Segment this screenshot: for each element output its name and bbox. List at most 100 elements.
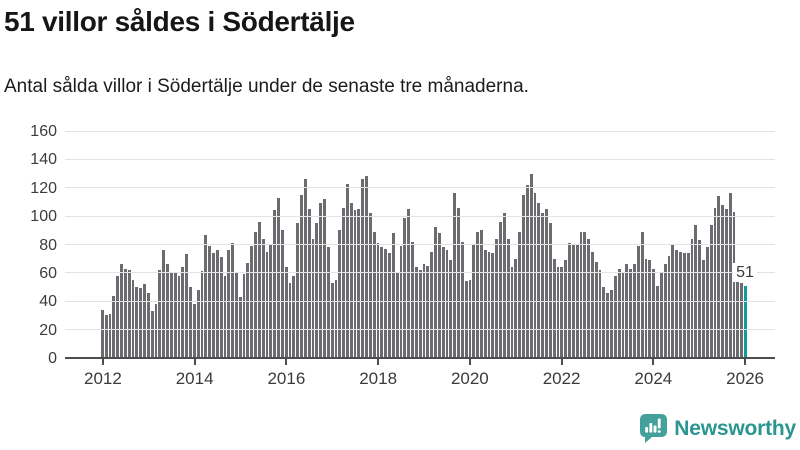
x-axis-label: 2016: [267, 369, 306, 388]
bar: [391, 233, 395, 358]
bar: [238, 297, 242, 358]
bar: [346, 183, 349, 358]
bar: [579, 231, 583, 358]
x-axis-tick: [744, 359, 747, 365]
bar: [694, 224, 698, 358]
bar: [541, 213, 545, 358]
bar: [491, 253, 495, 358]
bar: [215, 250, 219, 358]
y-axis-label: 0: [48, 350, 57, 367]
bar: [162, 250, 166, 358]
bar: [610, 289, 613, 358]
bar: [112, 295, 116, 358]
y-axis-label: 20: [39, 321, 57, 339]
bar: [277, 197, 280, 358]
bar: [120, 264, 123, 358]
bar: [548, 223, 552, 358]
bar: [368, 213, 372, 358]
bar: [644, 258, 648, 358]
gridline: [65, 272, 775, 274]
bar: [181, 267, 185, 358]
bar: [315, 223, 319, 358]
bar: [330, 282, 334, 358]
bar: [690, 238, 694, 358]
bar: [250, 245, 254, 358]
bar: [376, 243, 380, 358]
x-axis-label: 2026: [726, 369, 764, 388]
bar: [617, 268, 621, 358]
bar: [476, 231, 479, 358]
bar: [261, 238, 265, 358]
bar: [307, 209, 311, 358]
newsworthy-logo-text: Newsworthy: [674, 416, 796, 440]
x-axis-tick: [285, 359, 288, 365]
bar: [457, 207, 460, 358]
bar: [483, 250, 487, 358]
bar: [659, 272, 663, 358]
bar: [552, 258, 556, 358]
x-axis-tick: [652, 359, 655, 365]
x-axis-tick: [377, 359, 380, 365]
gridline: [65, 130, 775, 132]
bar: [380, 247, 384, 358]
last-value-label: 51: [733, 262, 757, 283]
x-axis-tick: [193, 359, 196, 365]
bar: [185, 254, 189, 358]
bar: [254, 231, 257, 358]
bars-container: [101, 131, 747, 358]
x-axis-label: 2020: [450, 369, 489, 388]
bar: [200, 271, 204, 358]
bar: [422, 264, 426, 358]
bar: [166, 264, 169, 358]
bar: [384, 248, 388, 358]
bar: [686, 253, 690, 358]
gridline: [65, 158, 775, 160]
bar: [460, 241, 464, 358]
bar: [143, 284, 146, 358]
bar: [288, 282, 292, 358]
y-axis-label: 40: [39, 293, 57, 311]
bar: [257, 221, 261, 358]
bar: [414, 267, 418, 358]
bar: [740, 282, 744, 358]
bar: [407, 209, 411, 358]
bar: [602, 287, 606, 358]
bar: [411, 241, 414, 358]
bar: [311, 238, 315, 358]
bar: [732, 211, 736, 358]
bar: [284, 267, 288, 358]
bar: [361, 179, 365, 358]
bar: [702, 260, 705, 358]
bar: [212, 253, 215, 358]
x-axis-label: 2018: [359, 369, 398, 388]
bar: [437, 233, 441, 358]
bar: [169, 272, 173, 358]
bar: [123, 268, 127, 358]
bar: [280, 230, 284, 358]
bar: [625, 264, 629, 358]
bar: [116, 275, 120, 358]
bar: [606, 292, 610, 358]
gridline: [65, 329, 775, 331]
bar: [525, 184, 529, 358]
bar: [204, 234, 208, 358]
y-axis-label: 60: [39, 264, 57, 282]
bar: [656, 285, 659, 358]
bar: [173, 272, 177, 358]
bar: [736, 272, 740, 358]
bar: [682, 253, 686, 358]
speech-bubble-bar-chart-icon: [640, 414, 668, 443]
plot-area: 51 0 20 40 60 80 100 120 140 160 2012 2014 2016 2018…: [30, 124, 775, 388]
bar: [177, 275, 181, 358]
x-axis-label: 2022: [542, 369, 581, 388]
gridline: [65, 300, 775, 302]
bar: [441, 247, 445, 358]
bar: [326, 247, 330, 358]
gridline: [65, 244, 775, 245]
gridline: [65, 215, 775, 217]
highlighted-bar: [744, 285, 747, 358]
x-axis-tick: [560, 359, 563, 365]
bar: [636, 245, 640, 358]
bar: [648, 260, 652, 358]
bar: [529, 173, 533, 358]
